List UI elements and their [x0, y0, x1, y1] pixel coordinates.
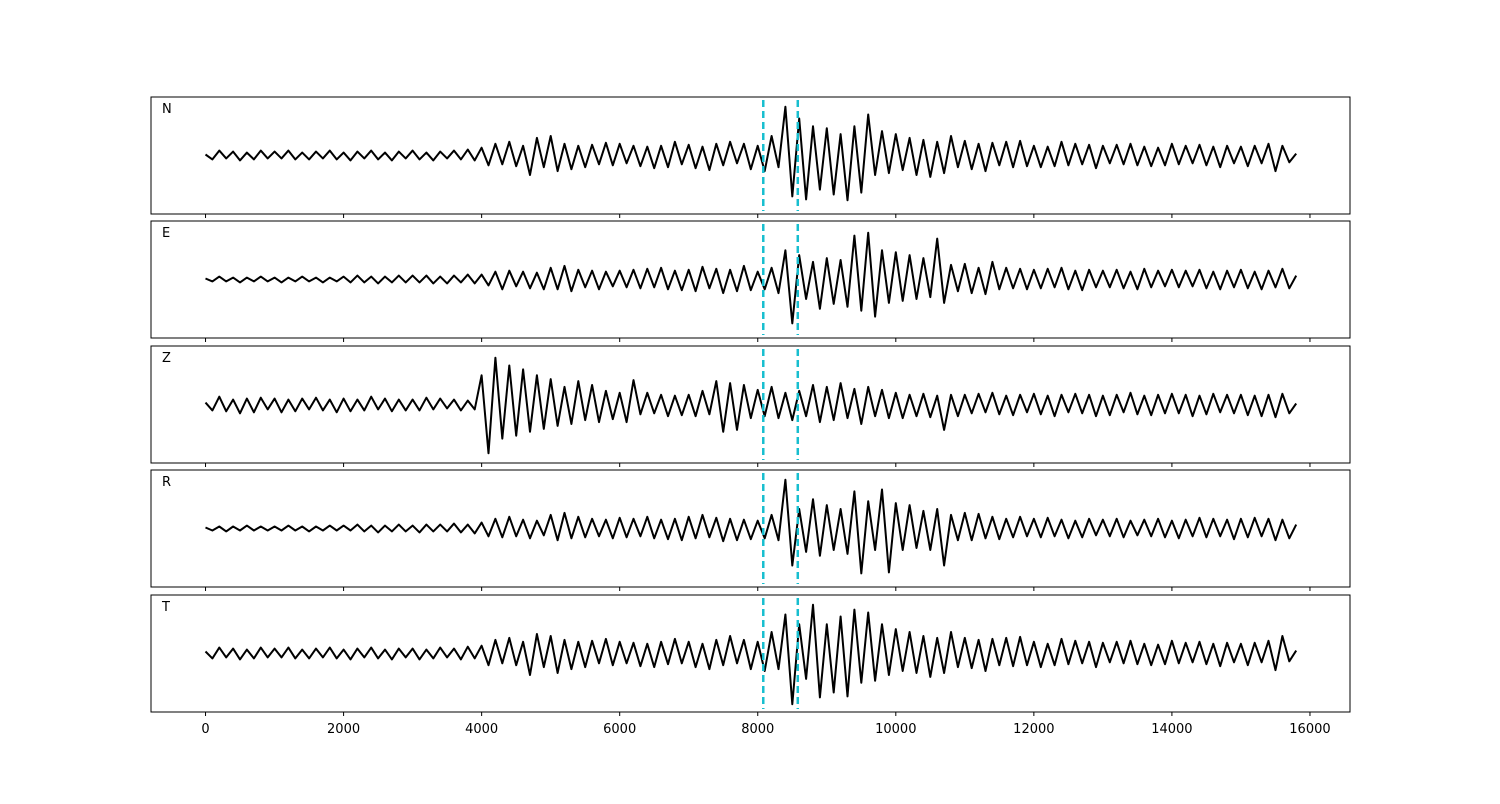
- panel-label: E: [162, 226, 170, 241]
- waveform: [204, 356, 1298, 455]
- x-tick-label: 12000: [1013, 722, 1054, 737]
- panel-frame: [150, 594, 1351, 713]
- panel-label: Z: [162, 351, 171, 366]
- waveform: [205, 231, 1298, 325]
- panel-label: R: [162, 475, 171, 490]
- x-tick-label: 4000: [465, 722, 498, 737]
- waveform: [205, 478, 1298, 575]
- x-tick-label: 14000: [1151, 722, 1192, 737]
- x-tick-label: 0: [201, 722, 209, 737]
- waveform: [204, 603, 1298, 706]
- x-tick-label: 6000: [603, 722, 636, 737]
- panel-frame: [150, 469, 1351, 588]
- panel-label: N: [162, 102, 172, 117]
- panel-label: T: [161, 600, 170, 615]
- x-tick-label: 2000: [327, 722, 360, 737]
- panel-frame: [150, 220, 1351, 339]
- x-tick-label: 16000: [1289, 722, 1330, 737]
- x-tick-label: 10000: [875, 722, 916, 737]
- panel-frame: [150, 96, 1351, 215]
- panel-frame: [150, 345, 1351, 464]
- waveform: [204, 105, 1297, 202]
- x-tick-label: 8000: [741, 722, 774, 737]
